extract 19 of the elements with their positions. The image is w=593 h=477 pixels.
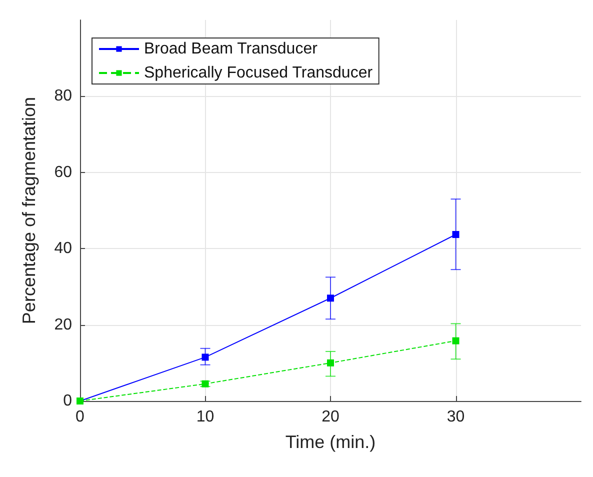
x-tick-label: 0 <box>76 408 85 426</box>
y-tick-label: 60 <box>54 164 72 181</box>
x-tick-label: 10 <box>196 408 214 426</box>
x-axis-title: Time (min.) <box>285 432 376 452</box>
y-tick-label: 0 <box>63 392 72 410</box>
point <box>452 337 460 344</box>
point <box>327 359 334 366</box>
legend-label: Spherically Focused Transducer <box>144 64 374 82</box>
x-tick-label: 30 <box>446 408 465 426</box>
point <box>202 354 209 361</box>
y-tick-label: 20 <box>54 316 72 334</box>
x-tick-label: 20 <box>322 408 340 426</box>
point <box>327 294 334 302</box>
legend-label: Broad Beam Transducer <box>144 40 318 58</box>
y-axis-title: Percentage of fragmentation <box>19 96 39 324</box>
point <box>452 231 460 238</box>
y-tick-label: 40 <box>54 240 72 258</box>
point <box>202 380 209 388</box>
y-tick-label: 80 <box>54 88 72 105</box>
